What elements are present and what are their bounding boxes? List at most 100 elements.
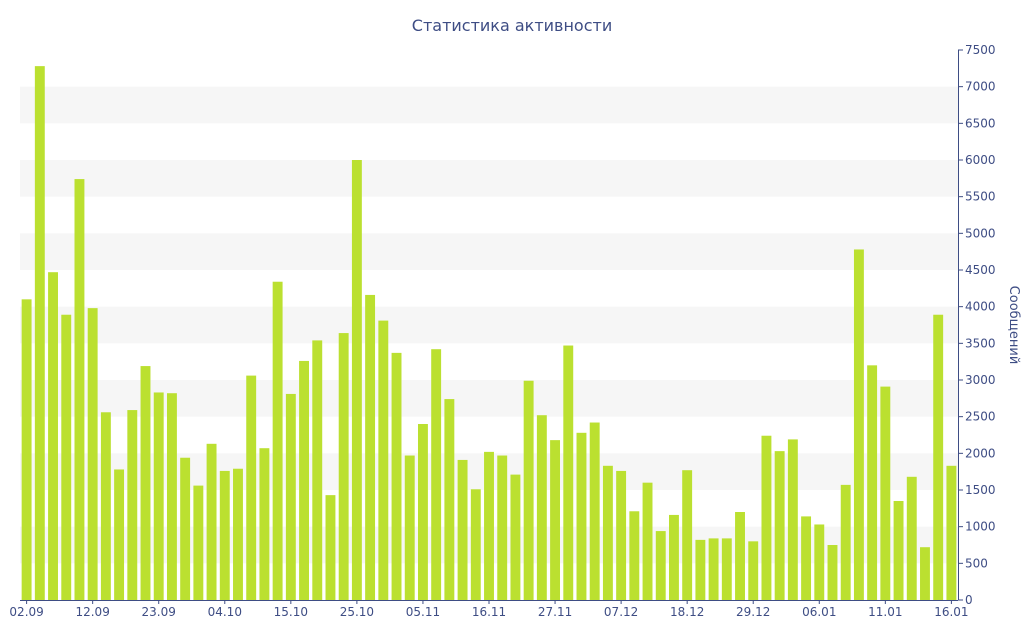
- bar: [391, 352, 402, 600]
- background-bands: [20, 86, 958, 564]
- bar: [140, 366, 151, 600]
- y-tick-label: 3000: [965, 373, 996, 387]
- x-tick-label: 16.11: [472, 605, 506, 619]
- bar: [510, 474, 521, 600]
- bar: [642, 482, 653, 600]
- bar: [246, 375, 257, 600]
- x-tick-label: 23.09: [142, 605, 176, 619]
- x-tick-label: 15.10: [274, 605, 308, 619]
- x-tick-label: 29.12: [736, 605, 770, 619]
- bar: [272, 281, 283, 600]
- y-tick-label: 500: [965, 556, 988, 570]
- grid-band: [20, 306, 958, 344]
- bar: [325, 495, 336, 600]
- bar: [351, 160, 362, 600]
- bar: [48, 272, 58, 600]
- bar: [536, 415, 547, 600]
- bar: [893, 501, 904, 600]
- bar: [695, 539, 706, 600]
- bar: [933, 314, 944, 600]
- bar: [550, 440, 561, 600]
- y-tick-label: 2000: [965, 446, 996, 460]
- y-tick-label: 5500: [965, 190, 996, 204]
- bar: [735, 512, 745, 600]
- grid-band: [20, 160, 958, 197]
- bar: [180, 457, 191, 600]
- y-tick-label: 6000: [965, 153, 996, 167]
- bar: [787, 439, 798, 600]
- chart-title: Статистика активности: [412, 16, 612, 35]
- bar: [259, 448, 270, 600]
- bar: [233, 468, 243, 600]
- bar: [378, 320, 389, 600]
- bar: [827, 545, 838, 600]
- bar: [285, 393, 296, 600]
- x-tick-label: 12.09: [75, 605, 109, 619]
- bar: [444, 399, 455, 600]
- bar: [880, 386, 891, 600]
- x-tick-label: 11.01: [868, 605, 902, 619]
- bar: [417, 424, 428, 600]
- bar: [761, 435, 772, 600]
- y-tick-label: 4000: [965, 300, 996, 314]
- bar: [87, 308, 98, 600]
- x-tick-label: 06.01: [802, 605, 836, 619]
- bar: [946, 465, 957, 600]
- y-tick-label: 6500: [965, 116, 996, 130]
- bar: [523, 380, 534, 600]
- x-tick-label: 02.09: [9, 605, 43, 619]
- bar: [114, 469, 125, 600]
- bar: [365, 294, 376, 600]
- x-tick-label: 04.10: [208, 605, 242, 619]
- bar: [814, 524, 825, 600]
- bar: [602, 465, 613, 600]
- bar: [867, 365, 878, 600]
- bar: [774, 451, 785, 600]
- bar: [682, 470, 693, 600]
- y-tick-label: 2500: [965, 410, 996, 424]
- y-tick-label: 1500: [965, 483, 996, 497]
- bar: [34, 66, 45, 600]
- bar: [920, 547, 930, 600]
- bar: [629, 511, 640, 600]
- bar: [655, 531, 666, 600]
- y-axis-ticks: 0 500 1000 1500 2000 2500 3000 3500 4000 4500 5000…: [958, 43, 996, 607]
- bar: [312, 340, 323, 600]
- bar: [669, 514, 679, 600]
- bar: [484, 451, 494, 600]
- y-tick-label: 3500: [965, 336, 996, 350]
- bar: [193, 485, 204, 600]
- bar: [748, 541, 759, 600]
- grid-band: [20, 233, 958, 270]
- bar: [153, 392, 164, 600]
- y-tick-label: 5000: [965, 226, 996, 240]
- bar: [127, 410, 138, 600]
- bar: [74, 179, 85, 600]
- y-tick-label: 7000: [965, 80, 996, 94]
- bar: [457, 459, 468, 600]
- x-tick-label: 07.12: [604, 605, 638, 619]
- bar: [840, 484, 851, 600]
- bar: [100, 412, 111, 600]
- bar: [853, 249, 864, 600]
- bar: [431, 349, 442, 600]
- x-tick-label: 25.10: [340, 605, 374, 619]
- bar: [708, 538, 719, 600]
- y-axis-title: Сообщений: [1006, 286, 1021, 365]
- x-tick-label: 27.11: [538, 605, 572, 619]
- grid-band: [20, 86, 958, 124]
- bar: [906, 476, 917, 600]
- bar: [589, 422, 600, 600]
- bars: [21, 66, 957, 600]
- x-axis-ticks: 02.09 12.09 23.09 04.10 15.10 25.10 05.11 16.11…: [9, 600, 969, 619]
- bar: [563, 345, 574, 600]
- y-tick-label: 0: [965, 593, 973, 607]
- bar: [166, 393, 177, 600]
- bar: [576, 432, 587, 600]
- x-tick-label: 05.11: [406, 605, 440, 619]
- bar: [21, 299, 32, 600]
- bar: [801, 516, 812, 600]
- y-tick-label: 4500: [965, 263, 996, 277]
- bar: [206, 443, 217, 600]
